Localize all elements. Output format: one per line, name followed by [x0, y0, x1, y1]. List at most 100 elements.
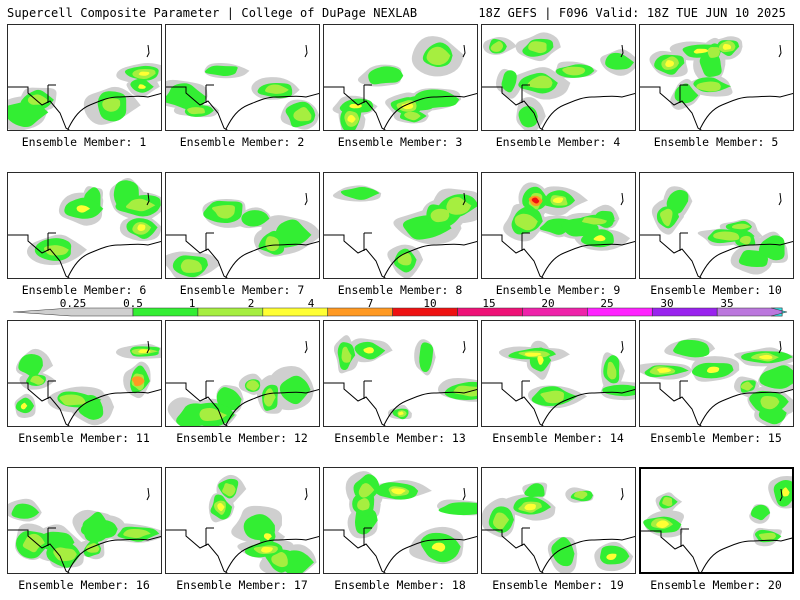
scp-area-1	[606, 361, 617, 380]
member-label: Ensemble Member: 16	[18, 578, 150, 592]
ensemble-member-panel[interactable]	[323, 467, 478, 574]
ensemble-member-panel[interactable]	[639, 24, 794, 131]
scp-area-2	[656, 520, 670, 529]
scp-area-1	[426, 46, 451, 66]
scp-area-1	[293, 106, 312, 122]
ensemble-member-panel[interactable]	[639, 320, 794, 427]
scp-area-1	[527, 75, 553, 89]
scp-area-1	[514, 213, 538, 231]
member-map	[482, 182, 635, 278]
color-scale-bar	[12, 307, 788, 317]
state-coastline-outline	[166, 487, 319, 573]
member-label: Ensemble Member: 10	[650, 283, 782, 297]
ensemble-member-panel[interactable]	[481, 24, 636, 131]
scp-area-2	[606, 553, 617, 560]
scp-area-0.5	[501, 70, 517, 93]
state-coastline-outline	[324, 487, 477, 573]
color-scale-label: 15	[482, 297, 496, 310]
scp-area-2	[363, 347, 374, 354]
state-coastline-outline	[8, 487, 161, 573]
member-label: Ensemble Member: 7	[179, 283, 305, 297]
state-coastline-outline	[324, 192, 477, 278]
state-coastline-outline	[166, 340, 319, 426]
ensemble-member-panel[interactable]	[7, 320, 162, 427]
ensemble-member-panel[interactable]	[323, 24, 478, 131]
scp-area-0.5	[699, 52, 722, 78]
ensemble-member-panel[interactable]	[7, 172, 162, 279]
member-map	[8, 178, 161, 278]
scp-area-0.5	[759, 365, 793, 389]
scp-area-1	[271, 551, 288, 568]
state-coastline-outline	[482, 340, 635, 426]
member-map	[8, 340, 161, 426]
scp-area-1	[199, 407, 227, 421]
run-valid-time: 18Z GEFS | F096 Valid: 18Z TUE JUN 10 20…	[478, 6, 786, 20]
ensemble-member-panel[interactable]	[481, 320, 636, 427]
scp-area-7	[531, 197, 540, 204]
scp-area-0.5	[18, 353, 43, 378]
member-label: Ensemble Member: 4	[495, 135, 621, 149]
scp-area-1	[662, 496, 673, 507]
state-coastline-outline	[8, 340, 161, 426]
ensemble-member-panel[interactable]	[165, 24, 320, 131]
member-map	[166, 340, 319, 426]
page-title: Supercell Composite Parameter | College …	[7, 6, 418, 20]
ensemble-member-panel[interactable]	[7, 24, 162, 131]
scp-area-1	[573, 491, 588, 500]
scp-area-2	[401, 102, 414, 110]
scp-area-2	[76, 205, 91, 213]
state-coastline-outline	[324, 340, 477, 426]
state-coastline-outline	[482, 44, 635, 130]
state-coastline-outline	[8, 192, 161, 278]
state-coastline-outline	[640, 192, 793, 278]
color-scale-segment	[327, 307, 393, 317]
scp-area-2	[782, 487, 790, 497]
ensemble-member-panel[interactable]	[639, 172, 794, 279]
ensemble-member-panel[interactable]	[165, 320, 320, 427]
scp-area-1	[246, 380, 260, 391]
member-label: Ensemble Member: 8	[337, 283, 463, 297]
member-label: Ensemble Member: 17	[176, 578, 308, 592]
member-map	[166, 474, 319, 573]
ensemble-member-panel[interactable]	[481, 467, 636, 574]
ensemble-member-panel[interactable]	[481, 172, 636, 279]
member-map	[641, 475, 792, 572]
scp-area-0.5	[204, 65, 238, 77]
color-scale-label: 0.5	[123, 297, 143, 310]
color-scale-label: 1	[188, 297, 196, 310]
ensemble-member-panel[interactable]	[7, 467, 162, 574]
ensemble-member-panel[interactable]	[323, 172, 478, 279]
scp-area-1	[22, 533, 45, 553]
scp-area-1	[53, 547, 77, 562]
scp-area-0.5	[674, 83, 699, 104]
scp-area-1	[222, 483, 236, 497]
scp-area-0.5	[368, 66, 404, 85]
scp-area-4	[131, 376, 145, 387]
scp-area-2	[593, 235, 606, 242]
color-scale-segment	[587, 307, 653, 317]
scp-area-1	[357, 498, 370, 511]
scp-area-2	[706, 366, 720, 374]
ensemble-member-panel[interactable]	[323, 320, 478, 427]
member-map	[166, 192, 319, 278]
state-coastline-outline	[640, 340, 793, 426]
scp-area-1	[660, 208, 673, 227]
member-map	[640, 338, 793, 426]
scp-area-1	[102, 98, 121, 112]
scp-area-2	[722, 43, 731, 50]
ensemble-member-panel[interactable]	[639, 467, 794, 574]
scp-area-2	[524, 352, 542, 357]
state-coastline-outline	[166, 44, 319, 130]
ensemble-member-panel[interactable]	[165, 172, 320, 279]
scp-area-2	[693, 48, 709, 54]
ensemble-member-panel[interactable]	[165, 467, 320, 574]
scp-area-2	[217, 502, 225, 512]
scp-area-0.5	[602, 384, 635, 397]
member-label: Ensemble Member: 2	[179, 135, 305, 149]
state-coastline-outline	[641, 488, 792, 572]
scp-area-1	[30, 375, 45, 385]
scp-area-0.5	[414, 89, 460, 109]
color-scale-segment	[262, 307, 329, 317]
member-map	[166, 44, 319, 130]
scp-area-1	[358, 483, 375, 498]
